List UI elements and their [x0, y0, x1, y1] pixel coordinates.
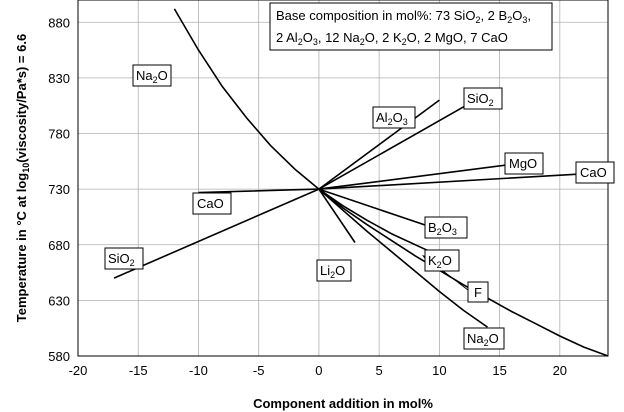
series-lines: [113, 8, 609, 357]
label-li2o: Li2O: [316, 259, 352, 282]
x-tick-label: -20: [69, 363, 88, 378]
y-tick-label: 880: [48, 15, 70, 30]
svg-text:B2O3: B2O3: [428, 220, 457, 237]
series-labels: Na2O SiO2 Al2O3 MgO CaO CaO B2O3 SiO2: [104, 64, 615, 350]
annotation-line-1: Base composition in mol%: 73 SiO2, 2 B2O…: [276, 8, 531, 25]
y-tick-label: 580: [48, 349, 70, 364]
svg-text:SiO2: SiO2: [467, 91, 494, 108]
x-tick-label: -15: [129, 363, 148, 378]
label-sio2-right: SiO2: [463, 87, 503, 110]
label-mgo: MgO: [504, 152, 544, 175]
label-na2o-top: Na2O: [132, 64, 172, 87]
y-axis-title: Temperature in °C at log10(viscosity/Pa*…: [14, 34, 31, 322]
y-tick-label: 830: [48, 71, 70, 86]
annotation-box: [269, 2, 553, 51]
svg-text:Na2O: Na2O: [136, 68, 168, 85]
series-line: [318, 188, 488, 328]
series-line: [318, 188, 428, 227]
series-line: [318, 188, 428, 252]
label-cao-right: CaO: [575, 161, 615, 184]
base-composition-annotation: Base composition in mol%: 73 SiO2, 2 B2O…: [269, 2, 553, 51]
y-tick-label: 780: [48, 127, 70, 142]
x-tick-label: 10: [432, 363, 446, 378]
svg-text:SiO2: SiO2: [108, 251, 135, 268]
svg-text:K2O: K2O: [428, 253, 452, 270]
grid: [77, 0, 608, 357]
svg-text:Na2O: Na2O: [467, 331, 499, 348]
y-tick-label: 730: [48, 182, 70, 197]
x-tick-label: -10: [189, 363, 208, 378]
label-na2o-bottom: Na2O: [463, 327, 505, 350]
label-cao-left: CaO: [192, 192, 232, 215]
y-tick-label: 680: [48, 238, 70, 253]
svg-text:MgO: MgO: [509, 156, 537, 171]
annotation-line-2: 2 Al2O3, 12 Na2O, 2 K2O, 2 MgO, 7 CaO: [276, 30, 508, 47]
plot-frame: [77, 0, 609, 357]
x-tick-label: -5: [253, 363, 265, 378]
x-tick-label: 20: [553, 363, 567, 378]
svg-text:CaO: CaO: [197, 196, 224, 211]
x-tick-label: 5: [376, 363, 383, 378]
x-tick-label: 15: [492, 363, 506, 378]
series-line: [318, 188, 356, 243]
label-sio2-left: SiO2: [104, 247, 144, 270]
series-line: [173, 8, 609, 357]
y-tick-label: 630: [48, 293, 70, 308]
svg-text:Al2O3: Al2O3: [376, 110, 408, 127]
label-al2o3: Al2O3: [372, 106, 416, 129]
series-line: [318, 99, 440, 190]
axis-ticks: -20 -15 -10 -5 0 5 10 15 20 580 630 680 730 780 830 880: [48, 15, 567, 378]
label-b2o3: B2O3: [424, 216, 468, 239]
svg-text:CaO: CaO: [580, 165, 607, 180]
x-tick-label: 0: [315, 363, 322, 378]
label-k2o: K2O: [424, 249, 460, 272]
svg-text:F: F: [474, 285, 482, 300]
series-line: [318, 160, 536, 190]
x-axis-title: Component addition in mol%: [253, 396, 433, 411]
svg-text:Li2O: Li2O: [320, 263, 345, 280]
label-f: F: [467, 281, 489, 303]
